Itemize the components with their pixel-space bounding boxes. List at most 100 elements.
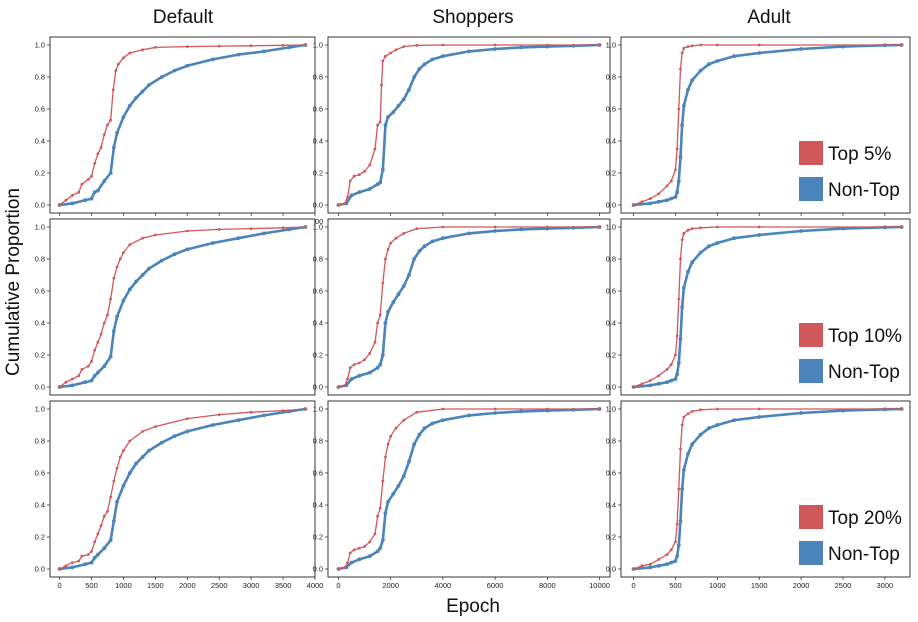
y-tick-label: 0.4 bbox=[313, 137, 323, 146]
top-data-point bbox=[699, 226, 702, 230]
nontop-data-point bbox=[757, 233, 762, 237]
y-tick-label: 0.6 bbox=[35, 105, 45, 114]
nontop-data-point bbox=[185, 247, 190, 252]
nontop-data-point bbox=[841, 226, 845, 231]
nontop-data-point bbox=[236, 236, 241, 241]
top-data-point bbox=[357, 546, 361, 550]
nontop-data-point bbox=[95, 188, 100, 193]
top-data-point bbox=[363, 170, 366, 173]
nontop-data-point bbox=[383, 511, 388, 515]
top-series-line bbox=[337, 226, 601, 388]
nontop-data-point bbox=[732, 54, 736, 59]
x-tick-label: 2500 bbox=[835, 581, 852, 590]
y-tick-label: 0.8 bbox=[313, 255, 323, 264]
top-data-point bbox=[70, 377, 74, 381]
top-data-point bbox=[352, 174, 356, 178]
x-tick-label: 1000 bbox=[115, 581, 132, 590]
top-data-point bbox=[679, 67, 682, 71]
y-tick-label: 0.8 bbox=[606, 73, 616, 82]
top-data-point bbox=[682, 415, 686, 419]
x-tick-label: 0 bbox=[336, 581, 340, 590]
nontop-data-point bbox=[391, 110, 396, 115]
nontop-data-point bbox=[375, 549, 380, 554]
nontop-data-point bbox=[210, 423, 215, 427]
x-axis-title: Epoch bbox=[446, 596, 500, 617]
y-tick-label: 0.4 bbox=[313, 501, 323, 510]
x-tick-label: 8000 bbox=[539, 581, 556, 590]
nontop-data-point bbox=[383, 321, 388, 325]
y-tick-label: 0.8 bbox=[35, 437, 45, 446]
nontop-data-point bbox=[111, 329, 116, 333]
top-data-point bbox=[757, 43, 761, 47]
y-tick-label: 0.0 bbox=[35, 201, 45, 210]
y-tick-label: 1.0 bbox=[35, 41, 45, 50]
nontop-data-point bbox=[111, 519, 116, 523]
top-data-point bbox=[373, 532, 377, 536]
nontop-data-point bbox=[656, 563, 661, 568]
nontop-data-point bbox=[401, 284, 406, 289]
top-data-point bbox=[116, 62, 120, 66]
nontop-data-point bbox=[493, 229, 498, 233]
top-series-line bbox=[337, 44, 601, 206]
top-data-point bbox=[80, 554, 84, 558]
y-tick-label: 0.6 bbox=[35, 469, 45, 478]
y-tick-label: 0.4 bbox=[35, 501, 45, 510]
panel-frame bbox=[327, 218, 611, 396]
panel-default-row3: 0.0 0.2 0.4 0.6 0.8 1.0 0 500 1000 1500 2000 2500 30… bbox=[35, 400, 323, 590]
nontop-data-point bbox=[681, 103, 686, 108]
top-data-point bbox=[680, 423, 684, 427]
y-tick-label: 1.0 bbox=[35, 223, 45, 232]
nontop-data-point bbox=[115, 314, 119, 319]
top-data-point bbox=[337, 567, 340, 571]
nontop-data-point bbox=[378, 180, 383, 185]
nontop-data-point bbox=[378, 546, 383, 551]
nontop-data-point bbox=[673, 377, 678, 381]
top-data-point bbox=[677, 487, 681, 491]
y-tick-label: 0.2 bbox=[35, 351, 45, 360]
nontop-data-point bbox=[262, 49, 266, 54]
top-data-point bbox=[348, 366, 352, 370]
y-tick-label: 0.4 bbox=[606, 137, 616, 146]
nontop-data-point bbox=[732, 418, 736, 423]
y-tick-label: 0.8 bbox=[35, 73, 45, 82]
nontop-data-point bbox=[841, 408, 845, 413]
legend-swatch-top bbox=[799, 141, 823, 165]
x-tick-label: 1500 bbox=[147, 581, 164, 590]
nontop-data-point bbox=[185, 429, 190, 434]
top-data-point bbox=[64, 380, 68, 384]
top-data-point bbox=[58, 385, 61, 389]
nontop-data-point bbox=[357, 557, 362, 562]
top-series-line bbox=[632, 226, 903, 388]
top-data-point bbox=[680, 51, 684, 55]
nontop-data-point bbox=[678, 155, 683, 159]
nontop-data-point bbox=[115, 499, 119, 504]
top-data-point bbox=[674, 168, 677, 172]
top-data-point bbox=[115, 265, 119, 269]
top-data-point bbox=[900, 225, 904, 229]
nontop-data-point bbox=[380, 167, 385, 172]
top-data-point bbox=[122, 56, 125, 60]
x-tick-label: 6000 bbox=[487, 581, 504, 590]
top-data-point bbox=[106, 313, 109, 317]
nontop-data-point bbox=[519, 227, 524, 232]
nontop-data-point bbox=[140, 89, 145, 94]
y-tick-label: 0.2 bbox=[606, 169, 616, 178]
panel-adult-row1: 0.00.20.40.60.81.00500100015002000250030… bbox=[606, 36, 911, 226]
top-data-point bbox=[70, 194, 74, 197]
nontop-data-point bbox=[83, 198, 88, 203]
nontop-data-point bbox=[172, 252, 177, 257]
nontop-data-point bbox=[430, 421, 435, 426]
top-data-point bbox=[249, 410, 253, 414]
x-tick-label: 2500 bbox=[211, 581, 228, 590]
nontop-data-point bbox=[185, 63, 190, 68]
top-data-point bbox=[99, 146, 103, 149]
top-data-point bbox=[380, 83, 383, 87]
nontop-data-point bbox=[412, 257, 417, 261]
nontop-data-point bbox=[648, 201, 653, 206]
top-data-point bbox=[304, 43, 307, 47]
top-data-point bbox=[304, 225, 307, 229]
y-tick-label: 0.6 bbox=[606, 105, 616, 114]
top-data-point bbox=[368, 352, 372, 355]
nontop-data-point bbox=[134, 95, 139, 100]
